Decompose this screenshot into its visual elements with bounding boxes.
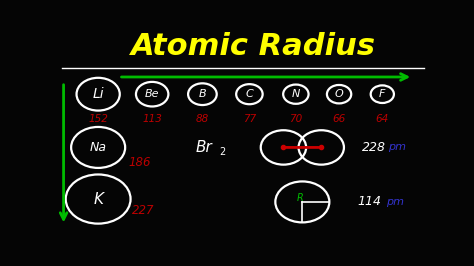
Text: 152: 152 xyxy=(88,114,108,124)
Text: N: N xyxy=(292,89,300,99)
Text: 88: 88 xyxy=(196,114,209,124)
Text: R: R xyxy=(296,193,303,203)
Text: 64: 64 xyxy=(376,114,389,124)
Text: 70: 70 xyxy=(289,114,302,124)
Text: 186: 186 xyxy=(128,156,150,169)
Text: Br: Br xyxy=(196,140,212,155)
Text: F: F xyxy=(379,89,385,99)
Text: Atomic Radius: Atomic Radius xyxy=(131,32,376,61)
Text: Li: Li xyxy=(92,87,104,101)
Text: C: C xyxy=(246,89,253,99)
Text: K: K xyxy=(93,192,103,207)
Text: B: B xyxy=(199,89,206,99)
Text: Be: Be xyxy=(145,89,159,99)
Text: 77: 77 xyxy=(243,114,256,124)
Text: pm: pm xyxy=(386,197,404,207)
Text: Na: Na xyxy=(90,141,107,154)
Text: 113: 113 xyxy=(142,114,162,124)
Text: pm: pm xyxy=(388,142,406,152)
Text: O: O xyxy=(335,89,344,99)
Text: 114: 114 xyxy=(358,196,382,209)
Text: 227: 227 xyxy=(132,203,154,217)
Text: 66: 66 xyxy=(332,114,346,124)
Text: 228: 228 xyxy=(362,141,386,154)
Text: 2: 2 xyxy=(219,147,226,157)
